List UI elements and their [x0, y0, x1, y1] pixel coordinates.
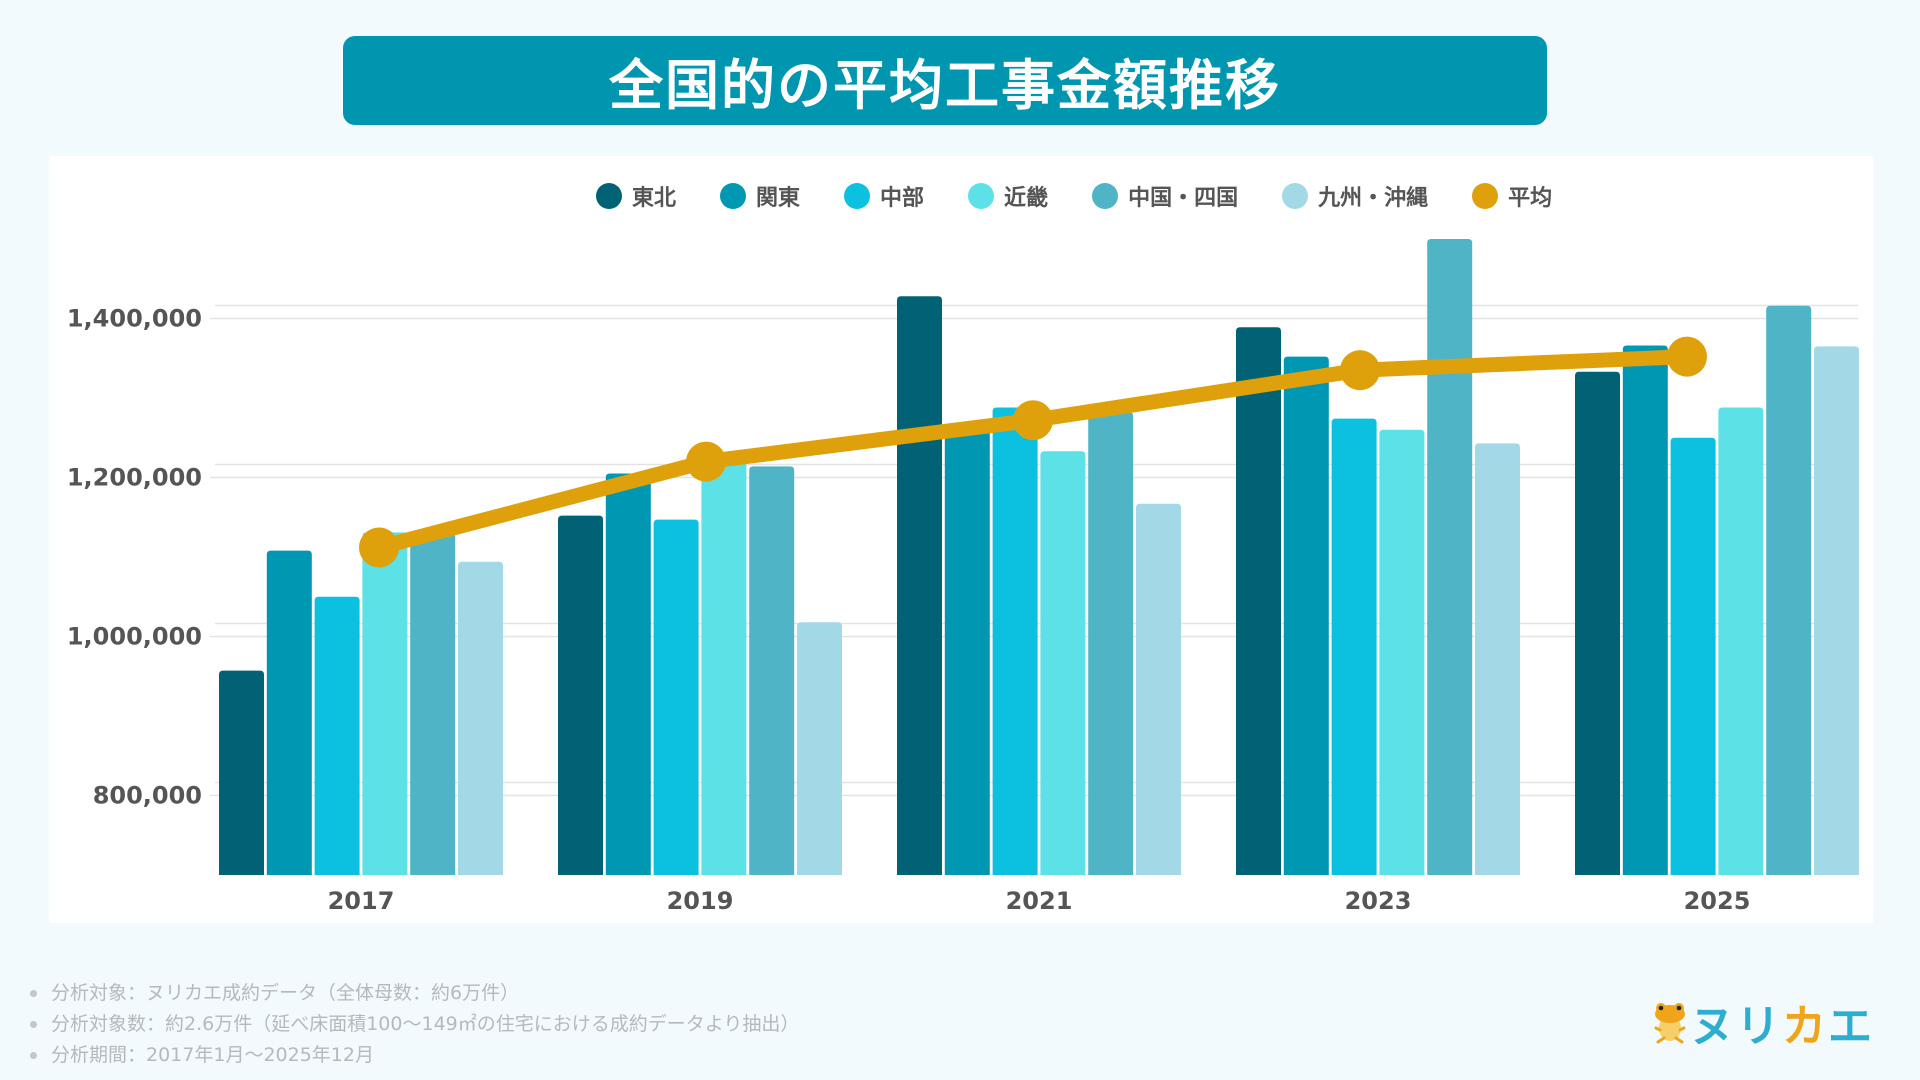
average-point — [686, 441, 726, 482]
footnote: 分析対象：ヌリカエ成約データ（全体母数：約6万件） — [30, 978, 799, 1009]
x-tick-label: 2025 — [1684, 887, 1751, 915]
bar — [219, 670, 264, 875]
bar — [410, 532, 456, 875]
bar — [1575, 371, 1620, 875]
legend-label: 平均 — [1508, 186, 1553, 211]
legend-label: 関東 — [756, 186, 801, 211]
x-tick-label: 2021 — [1006, 887, 1073, 915]
legend-item[interactable]: 九州・沖縄 — [1282, 180, 1428, 212]
bullet-icon — [30, 1021, 37, 1028]
bar — [1766, 305, 1812, 875]
legend-item[interactable]: 東北 — [596, 180, 676, 212]
x-tick-label: 2017 — [328, 887, 395, 915]
footnotes: 分析対象：ヌリカエ成約データ（全体母数：約6万件） 分析対象数：約2.6万件（延… — [30, 978, 799, 1071]
x-tick-label: 2019 — [667, 887, 734, 915]
x-tick-label: 2023 — [1345, 887, 1412, 915]
bar — [1814, 346, 1859, 875]
legend-marker-icon — [968, 183, 995, 209]
nurikae-logo: ヌリカエ — [1650, 990, 1874, 1054]
legend-item[interactable]: 中部 — [844, 180, 924, 212]
average-line-series — [359, 336, 1707, 568]
legend-item[interactable]: 関東 — [720, 180, 800, 212]
footnote: 分析対象数：約2.6万件（延べ床面積100〜149㎡の住宅における成約データより… — [30, 1009, 799, 1040]
bar — [314, 596, 360, 875]
legend-marker-icon — [596, 183, 622, 209]
frog-mascot-icon — [1654, 1003, 1686, 1044]
chart-title: 全国的の平均工事金額推移 — [609, 54, 1281, 117]
legend-marker-icon — [720, 183, 747, 209]
legend-item[interactable]: 平均 — [1472, 180, 1552, 212]
average-point — [1013, 400, 1053, 441]
y-tick-label: 1,400,000 — [67, 305, 202, 333]
bar — [1475, 443, 1520, 875]
bar — [1622, 345, 1668, 875]
bar — [605, 473, 651, 875]
bar — [458, 561, 503, 875]
bar — [1283, 356, 1329, 875]
y-tick-label: 800,000 — [93, 782, 202, 810]
legend-item[interactable]: 近畿 — [968, 180, 1048, 212]
legend-marker-icon — [1472, 183, 1499, 209]
legend-marker-icon — [1282, 183, 1309, 209]
legend-label: 九州・沖縄 — [1318, 186, 1429, 211]
y-tick-label: 1,000,000 — [67, 623, 202, 651]
bar — [558, 515, 603, 875]
logo-text: ヌリカエ — [1690, 1001, 1874, 1052]
bar — [1379, 429, 1425, 875]
chart-legend: 東北 関東 中部 近畿 中国・四国 九州・沖縄 平均 — [596, 180, 1596, 212]
legend-label: 東北 — [632, 186, 677, 211]
legend-item[interactable]: 中国・四国 — [1092, 180, 1238, 212]
bar — [362, 532, 408, 875]
average-point — [1340, 350, 1380, 391]
bar — [1040, 451, 1086, 875]
footnote: 分析期間：2017年1月〜2025年12月 — [30, 1040, 799, 1071]
bullet-icon — [30, 1052, 37, 1059]
x-axis: 2017 2019 2021 2023 2025 — [328, 887, 1751, 915]
y-axis: 800,000 1,000,000 1,200,000 1,400,000 — [67, 305, 202, 810]
bar — [1236, 327, 1281, 875]
legend-marker-icon — [1092, 183, 1119, 209]
legend-label: 近畿 — [1004, 186, 1049, 211]
bar — [1718, 407, 1764, 875]
bar — [944, 428, 990, 875]
bar — [749, 466, 795, 875]
bar — [653, 519, 699, 875]
y-tick-label: 1,200,000 — [67, 464, 202, 492]
bars — [219, 239, 1859, 875]
bar — [1670, 437, 1716, 875]
legend-label: 中部 — [880, 186, 925, 211]
bar — [1427, 239, 1473, 875]
bullet-icon — [30, 990, 37, 997]
bar — [897, 296, 942, 875]
legend-label: 中国・四国 — [1128, 186, 1239, 211]
bar — [1088, 412, 1134, 875]
bar — [701, 461, 747, 875]
legend-marker-icon — [844, 183, 871, 209]
average-point — [359, 527, 399, 568]
bar — [266, 550, 312, 875]
bar — [797, 622, 842, 875]
title-banner: 全国的の平均工事金額推移 — [343, 36, 1547, 125]
bar — [1136, 503, 1181, 875]
bar — [1331, 418, 1377, 875]
bar — [992, 407, 1038, 875]
average-point — [1667, 336, 1707, 377]
